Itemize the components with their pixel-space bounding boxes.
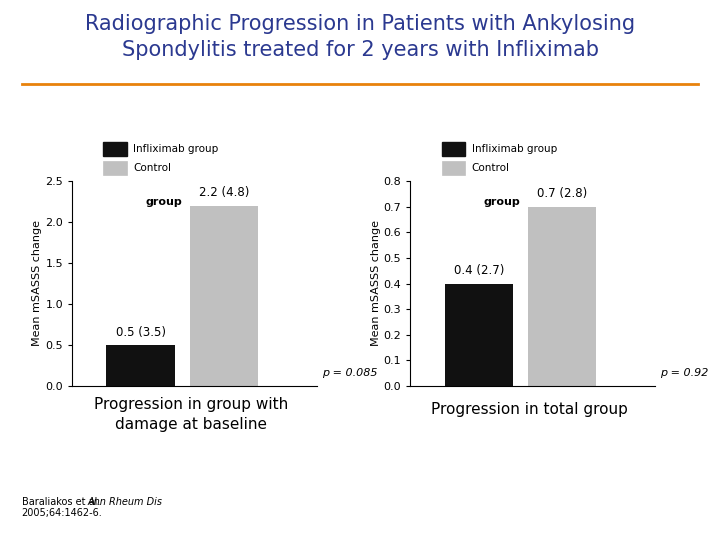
Text: group: group — [145, 197, 182, 207]
Bar — [189, 206, 258, 386]
Text: Infliximab group: Infliximab group — [133, 144, 218, 154]
Text: Progression in total group: Progression in total group — [431, 402, 628, 417]
Text: 0.4 (2.7): 0.4 (2.7) — [454, 265, 504, 278]
Bar — [104, 161, 127, 175]
Text: Radiographic Progression in Patients with Ankylosing: Radiographic Progression in Patients wit… — [85, 14, 635, 33]
Y-axis label: Mean mSASSS change: Mean mSASSS change — [32, 220, 42, 347]
Text: p = 0.085: p = 0.085 — [322, 368, 377, 378]
Text: Control: Control — [472, 163, 510, 173]
Text: damage at baseline: damage at baseline — [114, 417, 267, 432]
Text: Spondylitis treated for 2 years with Infliximab: Spondylitis treated for 2 years with Inf… — [122, 40, 598, 60]
Bar — [104, 141, 127, 156]
Text: Control: Control — [133, 163, 171, 173]
Text: group: group — [484, 197, 521, 207]
Bar — [442, 141, 465, 156]
Text: Infliximab group: Infliximab group — [472, 144, 557, 154]
Text: 2005;64:1462-6.: 2005;64:1462-6. — [22, 508, 102, 518]
Bar — [442, 161, 465, 175]
Text: 0.5 (3.5): 0.5 (3.5) — [115, 326, 166, 339]
Text: p = 0.92: p = 0.92 — [660, 368, 708, 378]
Text: 2.2 (4.8): 2.2 (4.8) — [199, 186, 249, 199]
Bar — [107, 345, 175, 386]
Text: Baraliakos et al.: Baraliakos et al. — [22, 496, 103, 507]
Text: Ann Rheum Dis: Ann Rheum Dis — [88, 496, 163, 507]
Text: 0.7 (2.8): 0.7 (2.8) — [537, 187, 588, 200]
Text: Progression in group with: Progression in group with — [94, 397, 288, 412]
Y-axis label: Mean mSASSS change: Mean mSASSS change — [371, 220, 381, 347]
Bar — [528, 206, 596, 386]
Bar — [445, 284, 513, 386]
